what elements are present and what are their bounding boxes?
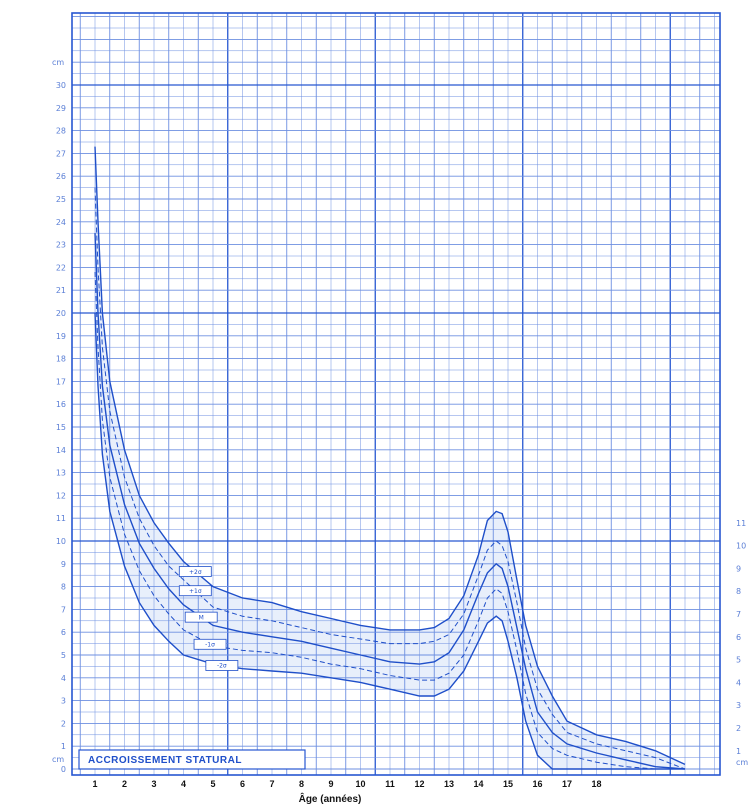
x-tick-label: 3 <box>151 779 156 789</box>
y-tick-label: 9 <box>61 560 66 569</box>
x-tick-label: 18 <box>591 779 601 789</box>
y-tick-label: 24 <box>56 218 66 227</box>
y-tick-label: 7 <box>61 605 66 614</box>
y-tick-label: 13 <box>56 469 66 478</box>
x-tick-label: 17 <box>562 779 572 789</box>
y-tick-label: 10 <box>56 537 66 546</box>
curves <box>94 146 686 770</box>
y-tick-label: 11 <box>56 514 66 523</box>
y-tick-label: 4 <box>61 674 66 683</box>
y-tick-label: 5 <box>61 651 66 660</box>
y-tick-label: 12 <box>56 491 66 500</box>
y-tick-label: 29 <box>56 104 66 113</box>
x-tick-label: 14 <box>473 779 483 789</box>
curve-label-text: -1σ <box>205 641 215 648</box>
grid <box>72 13 720 775</box>
right-tick-label: 1 <box>736 747 741 756</box>
x-tick-label: 2 <box>122 779 127 789</box>
x-tick-label: 11 <box>385 779 395 789</box>
y-tick-label: 27 <box>56 149 66 158</box>
y-tick-label: 16 <box>56 400 66 409</box>
x-tick-label: 15 <box>503 779 513 789</box>
x-tick-label: 4 <box>181 779 186 789</box>
right-tick-label: 2 <box>736 724 741 733</box>
y-tick-label: 23 <box>56 241 66 250</box>
x-tick-label: 6 <box>240 779 245 789</box>
curve-label-box <box>178 566 212 577</box>
curve-label-box <box>193 638 227 650</box>
curve-label-text: +2σ <box>189 569 202 576</box>
x-axis-ticks: 1 2 3 4 5 6 7 8 9 10 11 12 13 14 15 16 17 18 <box>92 779 601 789</box>
y-unit-label-bottom: cm <box>52 755 64 764</box>
y-tick-label: 18 <box>56 355 66 364</box>
series-line-plus1s <box>94 187 686 770</box>
y-tick-label: 30 <box>56 81 66 90</box>
y-tick-label: 15 <box>56 423 66 432</box>
x-tick-label: 9 <box>328 779 333 789</box>
y-tick-label: 0 <box>61 765 66 774</box>
x-tick-label: 8 <box>299 779 304 789</box>
right-unit-label: cm <box>736 758 748 767</box>
y-tick-label: 26 <box>56 172 66 181</box>
curve-label-text: M <box>199 614 204 621</box>
right-tick-label: 6 <box>736 633 741 642</box>
x-tick-label: 7 <box>269 779 274 789</box>
y-tick-label: 2 <box>61 719 66 728</box>
x-tick-label: 16 <box>532 779 542 789</box>
chart-title-box: ACCROISSEMENT STATURAL <box>78 749 306 770</box>
y-tick-label: 21 <box>56 286 66 295</box>
x-tick-label: 1 <box>92 779 97 789</box>
curve-label-text: -2σ <box>217 663 227 670</box>
x-tick-label: 10 <box>355 779 365 789</box>
x-tick-label: 13 <box>444 779 454 789</box>
right-tick-label: 7 <box>736 610 741 619</box>
y-tick-label: 20 <box>56 309 66 318</box>
y-tick-label: 17 <box>56 377 66 386</box>
series-line-plus2s <box>94 146 686 766</box>
series-line-minus2s <box>94 312 685 770</box>
right-tick-label: 9 <box>736 564 741 573</box>
y-unit-label: cm <box>52 58 64 67</box>
plot-frame <box>71 12 721 776</box>
right-axis-ticks: 1 2 3 4 5 6 7 8 9 10 11 cm <box>736 519 748 767</box>
y-tick-label: 19 <box>56 332 66 341</box>
x-tick-label: 5 <box>210 779 215 789</box>
y-tick-label: 1 <box>61 742 66 751</box>
curve-label-box <box>205 660 239 671</box>
y-tick-label: 3 <box>61 697 66 706</box>
right-tick-label: 3 <box>736 701 741 710</box>
right-tick-label: 10 <box>736 542 746 551</box>
right-tick-label: 8 <box>736 587 741 596</box>
y-tick-label: 28 <box>56 127 66 136</box>
y-tick-label: 8 <box>61 583 66 592</box>
y-tick-label: 14 <box>56 446 66 455</box>
curve-label-box <box>184 611 218 623</box>
y-tick-label: 6 <box>61 628 66 637</box>
chart-title: ACCROISSEMENT STATURAL <box>88 755 242 766</box>
curve-label-box <box>178 585 212 597</box>
y-tick-label: 25 <box>56 195 66 204</box>
x-tick-label: 12 <box>414 779 424 789</box>
right-tick-label: 4 <box>736 678 741 687</box>
x-axis-label: Âge (années) <box>299 792 362 805</box>
right-tick-label: 11 <box>736 519 746 528</box>
y-tick-label: 22 <box>56 263 66 272</box>
y-axis-ticks: 1234567891011121314151617181920212223242… <box>56 81 66 774</box>
series-line-M <box>94 233 686 770</box>
curve-label-text: +1σ <box>189 588 202 595</box>
curve-labels: +2σ +1σ M -1σ -2σ <box>178 566 239 671</box>
right-tick-label: 5 <box>736 656 741 665</box>
series-line-minus1s <box>94 271 685 770</box>
